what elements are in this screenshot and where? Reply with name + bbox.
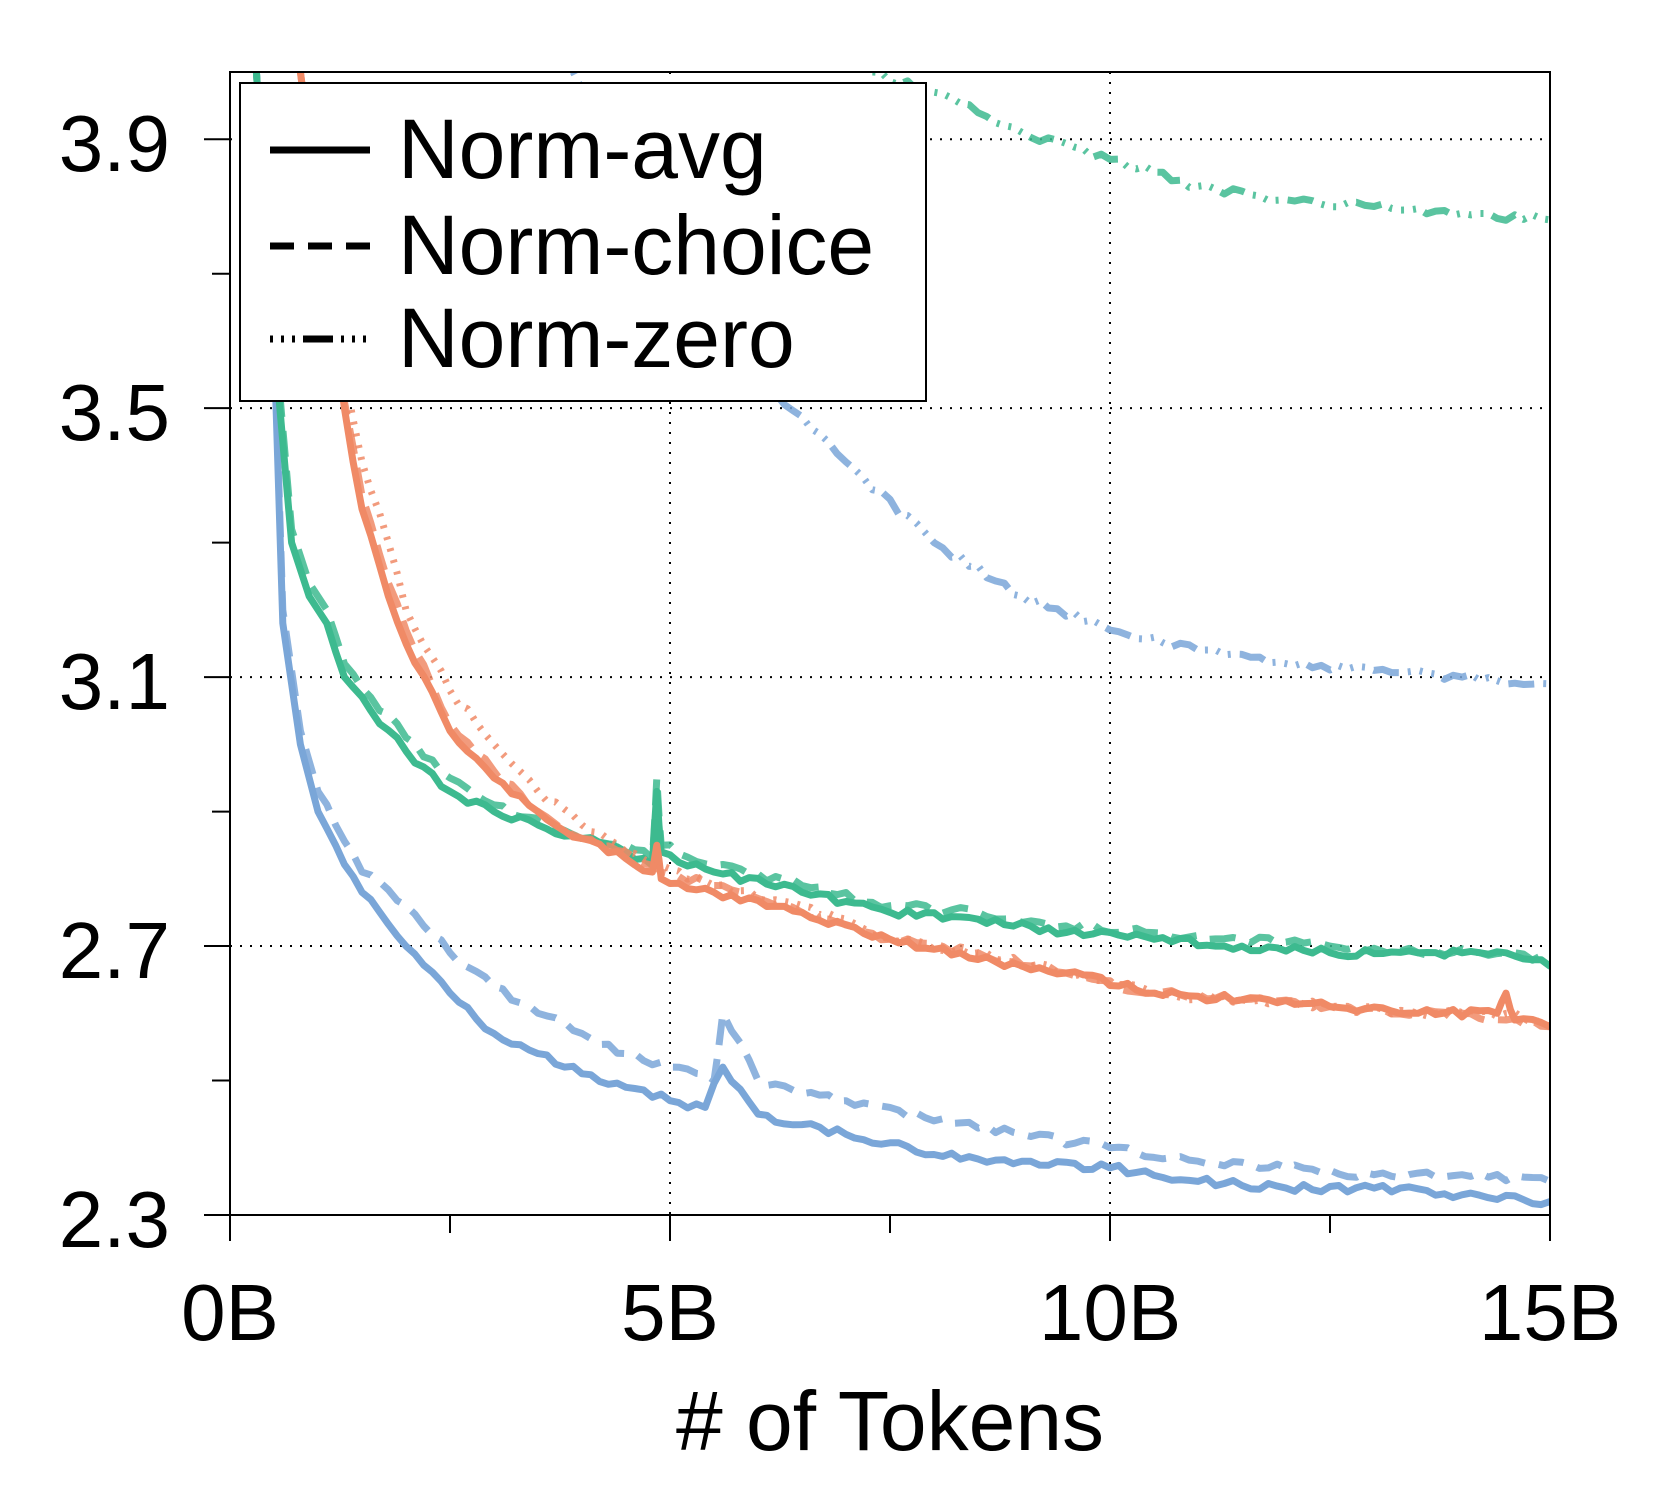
series-line [252, 72, 1550, 970]
y-tick-label: 3.9 [59, 99, 170, 188]
axis-ticks [204, 138, 1551, 1241]
series-line [872, 72, 1550, 224]
series-line [252, 72, 1550, 1185]
x-tick-label: 0B [181, 1268, 279, 1357]
series-line [252, 72, 1550, 964]
y-tick-label: 2.3 [59, 1175, 170, 1264]
x-tick-label: 15B [1479, 1268, 1621, 1357]
legend-box [239, 82, 927, 402]
y-tick-labels: 2.3 2.7 3.1 3.5 3.9 [59, 99, 170, 1264]
legend-label-norm-avg: Norm-avg [398, 102, 767, 196]
legend: Norm-avg Norm-choice Norm-zero [239, 82, 927, 402]
series-line [252, 72, 1550, 1209]
y-tick-label: 2.7 [59, 906, 170, 995]
y-tick-label: 3.1 [59, 637, 170, 726]
legend-label-norm-choice: Norm-choice [398, 198, 874, 292]
x-tick-labels: 0B 5B 10B 15B [181, 1268, 1621, 1357]
x-tick-label: 10B [1039, 1268, 1181, 1357]
legend-label-norm-zero: Norm-zero [398, 291, 795, 385]
x-tick-label: 5B [621, 1268, 719, 1357]
x-axis-title: # of Tokens [676, 1374, 1104, 1468]
y-tick-label: 3.5 [59, 368, 170, 457]
series-line [340, 373, 1550, 1030]
